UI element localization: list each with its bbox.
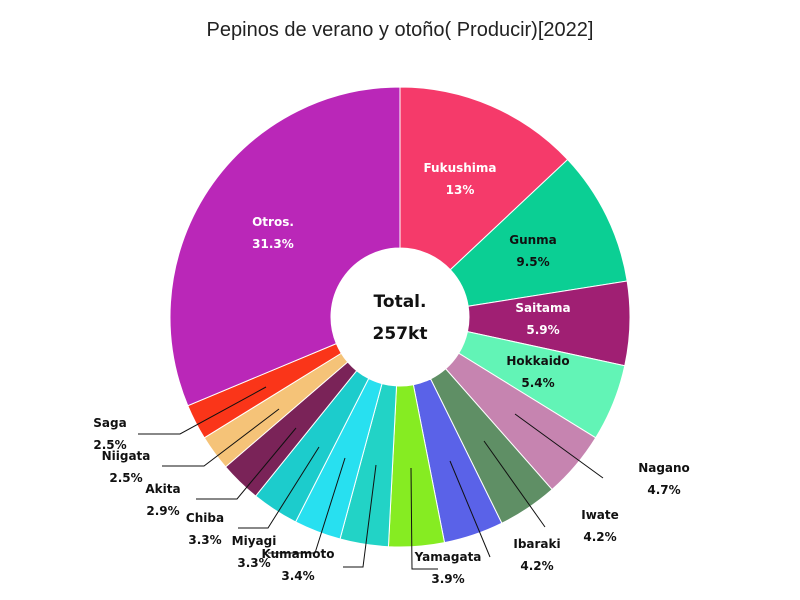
label-percent-akita: 2.9% (146, 504, 179, 518)
center-hole (331, 248, 469, 386)
slices-group (169, 86, 631, 548)
label-percent-saga: 2.5% (93, 438, 126, 452)
label-name-nagano: Nagano (638, 461, 690, 475)
slice-labels-group: Fukushima 13% Gunma 9.5% Saitama 5.9% Hokkaido… (93, 161, 690, 586)
leader-lines-group (138, 386, 604, 570)
chart-title: Pepinos de verano y otoño( Producir)[202… (207, 19, 594, 41)
label-name-saitama: Saitama (515, 301, 570, 315)
label-name-ibaraki: Ibaraki (513, 537, 560, 551)
label-name-gunma: Gunma (509, 233, 557, 247)
label-percent-miyagi: 3.3% (237, 556, 270, 570)
label-name-iwate: Iwate (581, 508, 619, 522)
label-percent-fukushima: 13% (446, 183, 475, 197)
label-percent-chiba: 3.3% (188, 533, 221, 547)
label-percent-otros: 31.3% (252, 237, 294, 251)
leader-line-ibaraki (449, 460, 491, 558)
leader-line-saga (138, 386, 267, 435)
label-name-saga: Saga (93, 416, 126, 430)
center-value: 257kt (373, 324, 428, 344)
label-name-kumamoto: Kumamoto (262, 547, 335, 561)
leader-line-yamagata (410, 467, 438, 570)
label-name-chiba: Chiba (186, 511, 224, 525)
label-percent-kumamoto: 3.4% (281, 569, 314, 583)
label-percent-yamagata: 3.9% (431, 572, 464, 586)
center-label: Total. (374, 292, 427, 312)
label-percent-hokkaido: 5.4% (521, 376, 554, 390)
label-percent-iwate: 4.2% (583, 530, 616, 544)
label-percent-niigata: 2.5% (109, 471, 142, 485)
label-name-otros: Otros. (252, 215, 294, 229)
leader-line-nagano (514, 413, 604, 479)
label-name-niigata: Niigata (102, 449, 151, 463)
label-name-yamagata: Yamagata (414, 550, 482, 564)
label-name-miyagi: Miyagi (232, 534, 277, 548)
label-name-hokkaido: Hokkaido (506, 354, 569, 368)
label-percent-gunma: 9.5% (516, 255, 549, 269)
leader-line-niigata (162, 408, 280, 467)
label-percent-ibaraki: 4.2% (520, 559, 553, 573)
label-percent-saitama: 5.9% (526, 323, 559, 337)
label-percent-nagano: 4.7% (647, 483, 680, 497)
label-name-fukushima: Fukushima (423, 161, 496, 175)
leader-line-iwate (483, 440, 546, 528)
leader-line-miyagi (268, 457, 346, 554)
leader-line-kumamoto (343, 464, 377, 568)
label-name-akita: Akita (145, 482, 180, 496)
leader-line-akita (196, 427, 297, 500)
leader-line-chiba (238, 446, 320, 529)
